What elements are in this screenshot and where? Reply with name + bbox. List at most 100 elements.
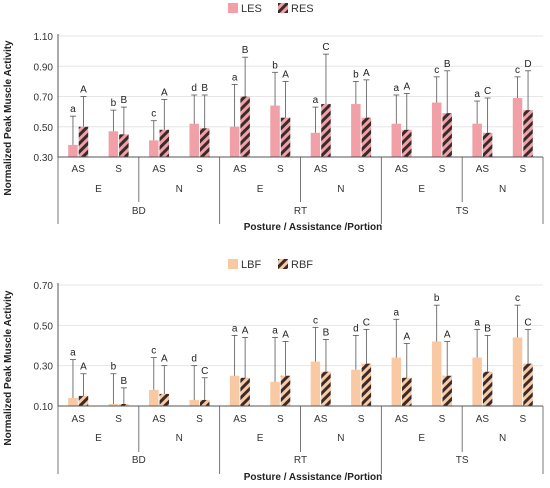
significance-letter: A bbox=[161, 88, 168, 99]
bar-lbf bbox=[108, 403, 119, 406]
significance-letter: d bbox=[353, 323, 359, 334]
x-category-label: AS bbox=[395, 164, 409, 175]
y-tick-label: 0.50 bbox=[34, 321, 54, 332]
significance-letter: A bbox=[363, 68, 370, 79]
significance-letter: c bbox=[151, 109, 156, 120]
x-category-label: S bbox=[277, 414, 284, 425]
x-portion-label: N bbox=[499, 184, 506, 195]
significance-letter: A bbox=[80, 85, 87, 96]
x-category-label: AS bbox=[72, 414, 86, 425]
x-category-label: S bbox=[196, 414, 203, 425]
bar-rbf bbox=[280, 375, 291, 406]
significance-letter: b bbox=[353, 69, 359, 80]
y-tick-label: 0.70 bbox=[34, 93, 54, 104]
legend-label-res: RES bbox=[291, 3, 314, 15]
bar-lbf bbox=[68, 397, 78, 406]
significance-letter: a bbox=[232, 72, 238, 83]
bar-rbf bbox=[482, 371, 493, 406]
x-category-label: AS bbox=[395, 414, 409, 425]
x-category-label: S bbox=[115, 164, 122, 175]
bar-res bbox=[280, 117, 291, 157]
bar-res bbox=[119, 134, 129, 157]
significance-letter: b bbox=[434, 293, 440, 304]
significance-letter: B bbox=[201, 83, 208, 94]
x-category-label: AS bbox=[72, 164, 86, 175]
y-tick-label: 0.90 bbox=[34, 62, 54, 73]
bar-res bbox=[523, 110, 533, 157]
significance-letter: A bbox=[444, 329, 451, 340]
x-portion-label: E bbox=[95, 433, 102, 444]
x-posture-label: TS bbox=[456, 206, 469, 217]
bar-res bbox=[240, 96, 250, 157]
y-tick-label: 0.30 bbox=[34, 153, 54, 164]
y-axis-title-top: Normalized Peak Muscle Activity bbox=[3, 40, 14, 196]
bar-res bbox=[402, 129, 412, 157]
significance-letter: a bbox=[70, 348, 76, 359]
x-posture-label: RT bbox=[294, 206, 307, 217]
bar-les bbox=[189, 123, 199, 157]
bar-les bbox=[68, 144, 78, 157]
x-category-label: AS bbox=[314, 414, 328, 425]
legend-swatch-les bbox=[228, 3, 238, 13]
significance-letter: a bbox=[394, 83, 400, 94]
significance-letter: b bbox=[111, 98, 117, 109]
bar-lbf bbox=[270, 381, 280, 406]
x-portion-label: N bbox=[176, 433, 183, 444]
bar-res bbox=[361, 117, 372, 157]
significance-letter: b bbox=[272, 60, 278, 71]
significance-letter: B bbox=[323, 327, 330, 338]
bar-les bbox=[351, 104, 361, 157]
legend-swatch-res bbox=[278, 3, 288, 13]
bar-les bbox=[310, 132, 321, 157]
bar-rbf bbox=[159, 393, 170, 406]
significance-letter: d bbox=[191, 83, 197, 94]
x-category-label: AS bbox=[233, 414, 247, 425]
x-portion-label: E bbox=[418, 433, 425, 444]
bar-les bbox=[512, 98, 523, 157]
significance-letter: a bbox=[474, 317, 480, 328]
x-category-label: S bbox=[358, 164, 365, 175]
bar-rbf bbox=[321, 371, 331, 406]
bar-les bbox=[270, 105, 280, 157]
bar-lbf bbox=[229, 375, 240, 406]
significance-letter: b bbox=[111, 362, 117, 373]
y-axis-title-bottom: Normalized Peak Muscle Activity bbox=[3, 290, 14, 446]
significance-letter: a bbox=[313, 95, 319, 106]
y-tick-label: 0.70 bbox=[34, 281, 54, 292]
x-category-label: S bbox=[115, 414, 122, 425]
x-posture-label: BD bbox=[132, 455, 146, 466]
legend-swatch-rbf bbox=[278, 259, 288, 269]
x-category-label: AS bbox=[314, 164, 328, 175]
x-posture-label: BD bbox=[132, 206, 146, 217]
significance-letter: c bbox=[434, 65, 439, 76]
bar-rbf bbox=[78, 395, 89, 406]
x-portion-label: N bbox=[337, 433, 344, 444]
bar-res bbox=[159, 129, 170, 157]
x-category-label: S bbox=[439, 414, 446, 425]
bar-les bbox=[472, 123, 482, 157]
significance-letter: C bbox=[322, 42, 329, 53]
significance-letter: d bbox=[191, 354, 197, 365]
significance-letter: A bbox=[403, 81, 410, 92]
bar-les bbox=[431, 102, 442, 157]
legend-label-rbf: RBF bbox=[291, 259, 313, 271]
x-category-label: S bbox=[439, 164, 446, 175]
x-portion-label: E bbox=[418, 184, 425, 195]
x-portion-label: N bbox=[176, 184, 183, 195]
x-portion-label: E bbox=[257, 184, 264, 195]
significance-letter: C bbox=[363, 317, 370, 328]
bar-lbf bbox=[310, 361, 321, 406]
bar-res bbox=[321, 104, 331, 157]
significance-letter: C bbox=[484, 86, 491, 97]
legend-label-lbf: LBF bbox=[241, 259, 261, 271]
significance-letter: a bbox=[474, 89, 480, 100]
significance-letter: a bbox=[394, 307, 400, 318]
x-category-label: AS bbox=[152, 164, 166, 175]
significance-letter: c bbox=[515, 65, 520, 76]
y-tick-label: 0.50 bbox=[34, 123, 54, 134]
bar-rbf bbox=[119, 403, 129, 406]
significance-letter: A bbox=[161, 354, 168, 365]
